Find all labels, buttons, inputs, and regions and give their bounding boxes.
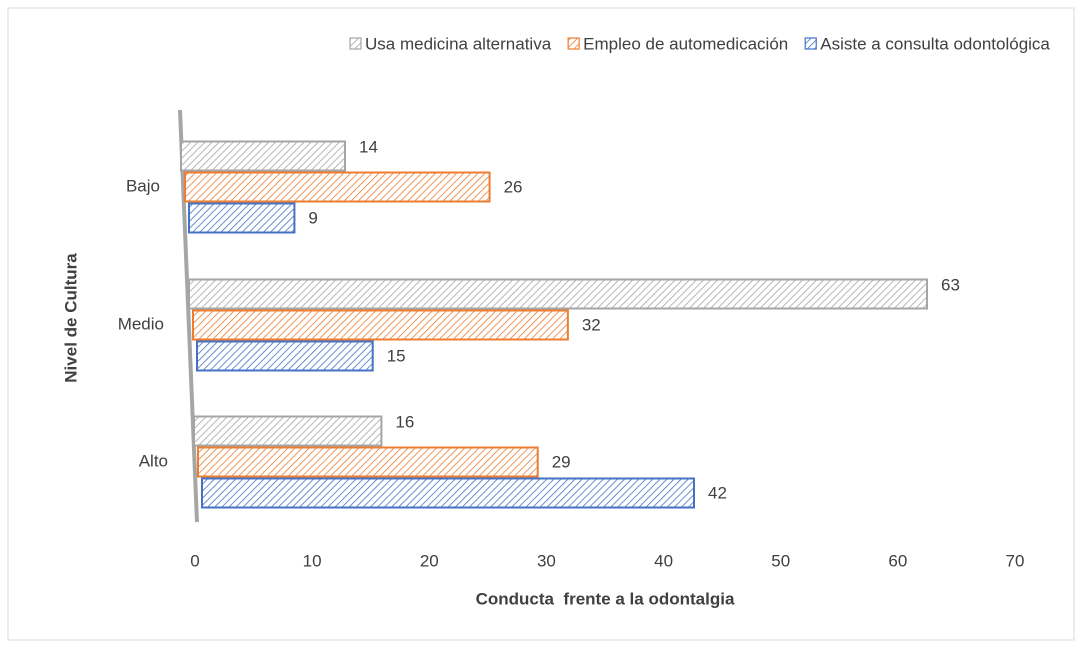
legend-label: Asiste a consulta odontológica	[820, 34, 1050, 53]
data-label: 29	[552, 452, 571, 471]
data-label: 63	[941, 275, 960, 294]
y-tick-label: Bajo	[126, 176, 160, 195]
x-tick-label: 50	[771, 551, 790, 570]
data-label: 16	[395, 412, 414, 431]
legend-swatch	[567, 37, 580, 50]
x-axis-title: Conducta frente a la odontalgia	[476, 589, 735, 608]
legend-swatch	[349, 37, 362, 50]
bar	[196, 340, 374, 372]
legend-label: Empleo de automedicación	[583, 34, 788, 53]
x-tick-label: 0	[190, 551, 199, 570]
data-label: 15	[387, 346, 406, 365]
bar	[197, 446, 539, 478]
x-tick-label: 60	[888, 551, 907, 570]
legend-swatch	[804, 37, 817, 50]
legend-label: Usa medicina alternativa	[365, 34, 552, 53]
bar	[188, 278, 928, 310]
data-label: 42	[708, 483, 727, 502]
bar	[188, 202, 296, 234]
x-tick-label: 40	[654, 551, 673, 570]
y-axis-title: Nivel de Cultura	[61, 253, 80, 383]
y-axis-line	[178, 109, 199, 523]
bar	[192, 309, 569, 341]
data-label: 32	[582, 315, 601, 334]
bar	[201, 477, 695, 509]
x-tick-label: 10	[303, 551, 322, 570]
bar	[193, 415, 383, 447]
x-tick-label: 30	[537, 551, 556, 570]
data-label: 14	[359, 137, 378, 156]
data-label: 9	[308, 208, 317, 227]
x-tick-label: 20	[420, 551, 439, 570]
data-label: 26	[504, 177, 523, 196]
x-tick-label: 70	[1006, 551, 1025, 570]
bar	[180, 140, 346, 172]
y-tick-label: Medio	[118, 314, 164, 333]
y-tick-label: Alto	[139, 451, 168, 470]
bar	[184, 171, 491, 203]
